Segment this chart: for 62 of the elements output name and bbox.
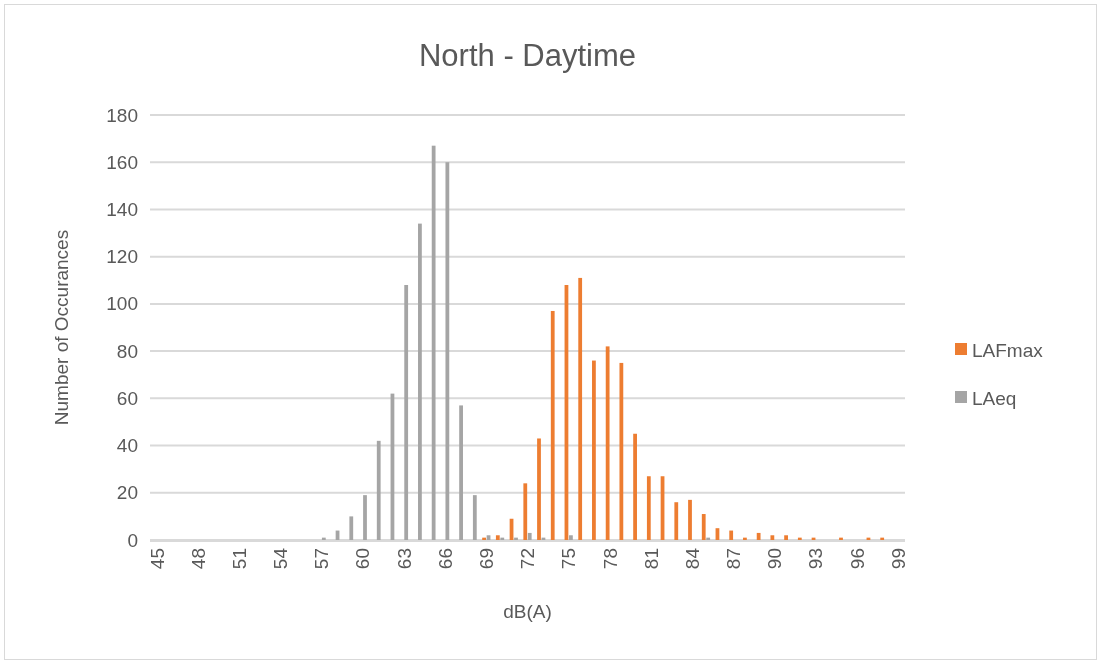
x-tick-label: 60	[352, 548, 374, 570]
bar	[523, 483, 528, 540]
y-axis-title: Number of Occurances	[51, 229, 72, 426]
bar	[592, 360, 596, 540]
x-tick-label: 45	[146, 548, 168, 570]
y-tick-label: 40	[116, 435, 138, 457]
bar	[459, 405, 463, 540]
legend-label: LAFmax	[972, 339, 1044, 361]
bar	[646, 476, 651, 540]
bar	[445, 162, 450, 540]
y-tick-label: 160	[106, 151, 138, 173]
bar	[701, 514, 706, 540]
y-tick-label: 20	[116, 482, 138, 504]
x-axis-title: dB(A)	[503, 601, 552, 622]
y-tick-label: 0	[127, 529, 138, 551]
x-tick-label: 57	[311, 548, 333, 570]
bar	[404, 285, 409, 540]
bar	[550, 310, 555, 540]
x-tick-label: 99	[887, 548, 909, 570]
x-tick-label: 54	[270, 547, 292, 570]
chart-title: North - Daytime	[418, 38, 637, 73]
y-tick-label: 100	[106, 293, 138, 315]
bar	[688, 499, 692, 540]
x-tick-label: 93	[805, 548, 827, 570]
bar	[363, 495, 367, 540]
bar	[527, 532, 532, 540]
bar	[605, 346, 610, 540]
bar	[619, 362, 624, 540]
bar	[756, 532, 761, 540]
bar	[431, 145, 436, 540]
bar	[578, 277, 583, 540]
bar	[418, 223, 422, 540]
x-tick-label: 72	[517, 548, 539, 570]
x-tick-label: 78	[599, 548, 621, 570]
x-tick-label: 63	[393, 548, 415, 570]
bar	[472, 495, 477, 540]
bar	[770, 535, 775, 540]
bar	[495, 535, 500, 540]
x-tick-label: 81	[640, 548, 662, 570]
bar	[633, 433, 637, 540]
y-tick-label: 80	[116, 340, 138, 362]
x-tick-label: 96	[846, 548, 868, 570]
bar	[674, 502, 679, 540]
y-tick-label: 180	[106, 104, 138, 126]
x-tick-label: 51	[228, 548, 250, 570]
x-tick-label: 66	[434, 548, 456, 570]
bar	[784, 535, 788, 540]
bar	[537, 438, 541, 540]
bar	[569, 535, 573, 540]
bar	[376, 440, 381, 540]
y-tick-label: 140	[106, 199, 138, 221]
y-tick-label: 120	[106, 246, 138, 268]
bar	[729, 530, 734, 540]
x-tick-label: 48	[187, 548, 209, 570]
x-tick-label: 69	[475, 548, 497, 570]
x-tick-label: 75	[558, 548, 580, 570]
y-tick-label: 60	[116, 387, 138, 409]
legend-label: LAeq	[972, 387, 1017, 409]
x-tick-label: 90	[764, 548, 786, 570]
bar	[349, 516, 354, 540]
x-tick-label: 87	[723, 548, 745, 570]
x-tick-label: 84	[681, 547, 703, 570]
